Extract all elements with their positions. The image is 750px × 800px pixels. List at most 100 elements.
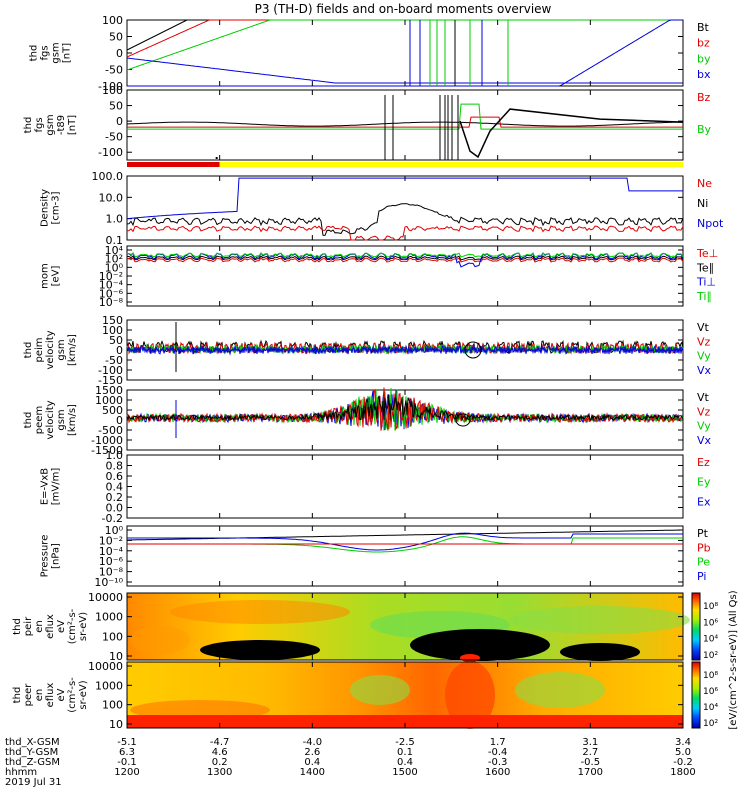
- legend-By: By: [697, 123, 712, 136]
- y-tick-label: -500: [98, 424, 123, 437]
- y-tick-label: 50: [109, 100, 123, 113]
- x-row-value: 2.7: [582, 747, 598, 758]
- y-axis-label: [cm-3]: [51, 191, 62, 224]
- y-axis-label: [km/s]: [67, 334, 78, 366]
- y-tick-label: 10⁻⁶: [99, 555, 124, 568]
- y-axis-label: velocity: [45, 330, 56, 369]
- y-tick-label: 1000: [95, 611, 123, 624]
- mode-bar-yellow: [219, 162, 683, 167]
- y-axis-label: [nPa]: [51, 543, 62, 569]
- ion-spectrogram-feature: [560, 643, 640, 661]
- y-tick-label: 10⁻⁶: [99, 287, 124, 300]
- series-Ti-par: [126, 252, 684, 258]
- y-axis-label: (cm²-s-: [67, 677, 78, 713]
- legend-Bt: Bt: [697, 21, 710, 34]
- electron-spectrogram-feature: [350, 675, 410, 705]
- x-row-value: -5.1: [117, 737, 137, 748]
- panel-frame-fgs: [126, 19, 684, 87]
- y-axis-label: peem: [34, 406, 45, 434]
- y-axis-label: gsm: [51, 42, 62, 63]
- x-row-value: -0.4: [488, 747, 508, 758]
- y-axis-label: thd: [23, 412, 34, 429]
- y-axis-label: -t89: [56, 115, 67, 135]
- colorbar-tick: 10⁸: [703, 602, 718, 612]
- series-dip: [459, 108, 684, 159]
- y-tick-label: 100: [102, 324, 123, 337]
- ion-spectrogram-feature: [200, 640, 320, 660]
- series-Te-par: [126, 255, 684, 261]
- y-axis-label: eflux: [45, 614, 56, 639]
- electron-low-energy-band: [127, 715, 683, 728]
- y-tick-label: 10.0: [99, 191, 124, 204]
- y-axis-label: E=-VxB: [40, 468, 51, 505]
- x-row-value: 3.4: [675, 737, 691, 748]
- y-tick-label: 10⁻⁸: [99, 296, 124, 309]
- colorbar-tick: 10²: [703, 651, 718, 661]
- y-axis-label: en: [34, 689, 45, 702]
- x-row-label: thd_X-GSM: [5, 737, 60, 748]
- legend-Te∥: Te∥: [696, 261, 714, 274]
- y-tick-label: 1.0: [106, 213, 124, 226]
- series-Te-perp: [126, 257, 684, 263]
- y-axis-label: eflux: [45, 683, 56, 708]
- colorbar-0: [691, 592, 701, 661]
- legend-Te⊥: Te⊥: [696, 247, 718, 260]
- x-row-value: 0.4: [304, 757, 320, 768]
- legend-Pi: Pi: [697, 570, 706, 583]
- x-row-value: 5.0: [675, 747, 691, 758]
- x-row-value: -0.3: [488, 757, 508, 768]
- y-tick-label: 150: [102, 314, 123, 327]
- mode-bar-mark: [215, 157, 218, 159]
- y-axis-label: thd: [23, 342, 34, 359]
- x-row-value: -0.2: [673, 757, 693, 768]
- y-axis-label: thd: [29, 45, 40, 62]
- legend-Pt: Pt: [697, 527, 709, 540]
- colorbar-tick: 10²: [703, 719, 718, 729]
- y-axis-label: eV: [56, 688, 67, 701]
- y-axis-label: peir: [23, 616, 34, 636]
- y-axis-label: eV: [56, 620, 67, 633]
- y-axis-label: fgs: [40, 45, 51, 60]
- colorbar-label: [eV/(cm^2-s-sr-eV)] (All Qs): [728, 590, 739, 729]
- y-tick-label: -100: [98, 80, 123, 93]
- y-axis-label: Density: [40, 189, 51, 227]
- y-tick-label: -50: [105, 354, 123, 367]
- y-tick-label: -100: [98, 364, 123, 377]
- y-tick-label: 0.2: [106, 491, 124, 504]
- electron-spectrogram-feature: [445, 661, 495, 729]
- mode-bar-red: [127, 162, 220, 167]
- series-Vx: [126, 344, 684, 356]
- y-tick-label: -150: [98, 374, 123, 387]
- colorbar-1: [691, 661, 701, 729]
- y-axis-label: [km/s]: [67, 404, 78, 436]
- x-row-value: -0.5: [581, 757, 601, 768]
- x-row-value: 2.6: [304, 747, 320, 758]
- x-row-value: 0.1: [397, 747, 413, 758]
- series-Bt-residual: [126, 121, 683, 127]
- ion-spectrogram-feature: [510, 606, 690, 634]
- x-row-value: 0.2: [212, 757, 228, 768]
- legend-bx: bx: [697, 68, 711, 81]
- x-row-value: -0.1: [117, 757, 137, 768]
- series-Ni: [126, 203, 684, 236]
- panel-frame-density: [126, 175, 684, 241]
- x-row-value: -4.0: [303, 737, 323, 748]
- x-row-value: 1.7: [490, 737, 506, 748]
- ion-spectrogram-feature: [130, 626, 190, 654]
- y-tick-label: 0.1: [106, 234, 124, 247]
- y-tick-label: 0.4: [106, 481, 124, 494]
- y-axis-label: Pressure: [40, 535, 51, 578]
- colorbar-tick: 10⁶: [703, 618, 718, 628]
- x-row-value: -2.5: [395, 737, 415, 748]
- colorbar-tick: 10⁸: [703, 671, 718, 681]
- y-tick-label: 10⁻²: [99, 270, 123, 283]
- y-tick-label: 10⁻⁴: [99, 279, 124, 292]
- ion-spectrogram-feature: [170, 600, 350, 624]
- series-Npot: [126, 177, 683, 220]
- y-axis-label: sr-eV): [78, 680, 89, 709]
- y-tick-label: 10⁴: [105, 244, 124, 257]
- y-tick-label: -50: [105, 131, 123, 144]
- y-axis-label: thd: [12, 618, 23, 635]
